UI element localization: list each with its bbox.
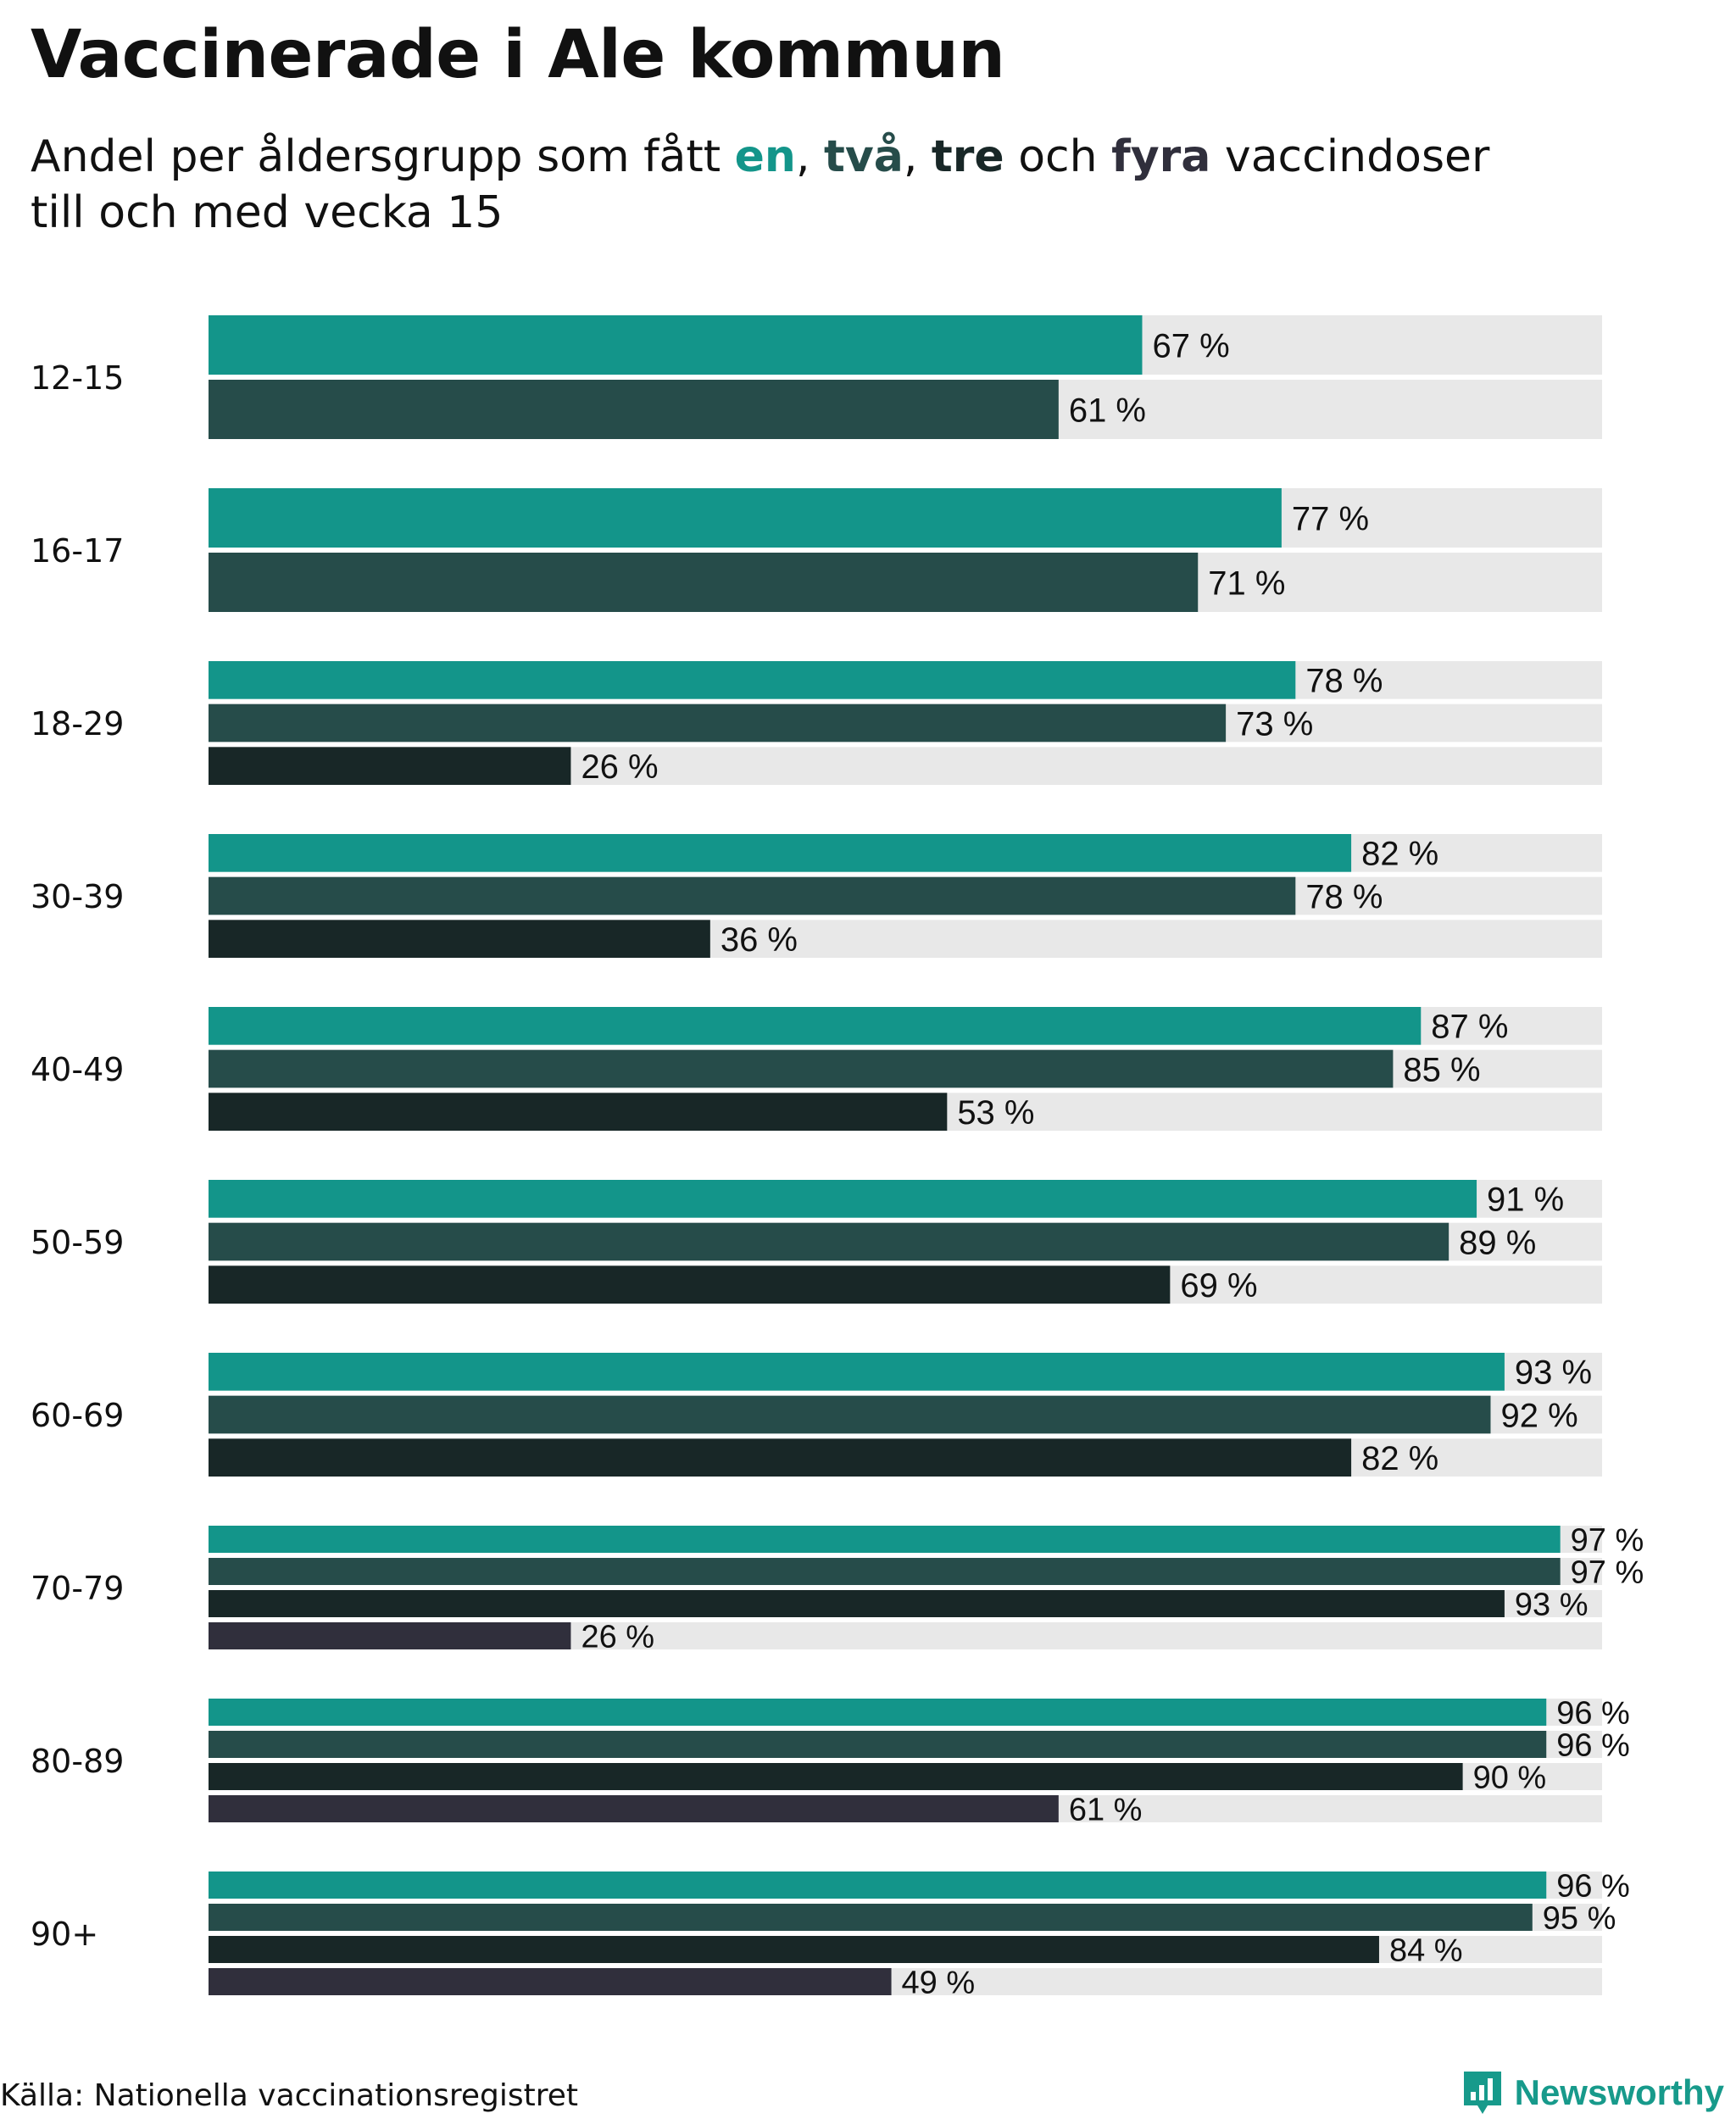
bar bbox=[209, 1180, 1477, 1218]
chart-title: Vaccinerade i Ale kommun bbox=[31, 17, 1005, 93]
data-label: 26 % bbox=[581, 1620, 654, 1655]
bar bbox=[209, 1558, 1561, 1585]
bar bbox=[209, 1265, 1171, 1304]
bar bbox=[209, 315, 1143, 375]
data-label: 69 % bbox=[1180, 1267, 1257, 1304]
newsworthy-logo-icon bbox=[1463, 2072, 1501, 2114]
subtitle-dose-four: fyra bbox=[1111, 131, 1211, 182]
subtitle-suffix: vaccindoser bbox=[1210, 131, 1490, 182]
data-label: 92 % bbox=[1500, 1397, 1577, 1434]
bar bbox=[209, 1353, 1505, 1391]
bar bbox=[209, 1904, 1533, 1931]
bar bbox=[209, 1007, 1422, 1045]
age-group-label: 12-15 bbox=[31, 359, 124, 397]
bar bbox=[209, 1795, 1059, 1822]
subtitle-dose-three: tre bbox=[931, 131, 1004, 182]
bar bbox=[209, 704, 1227, 742]
data-label: 82 % bbox=[1361, 1440, 1438, 1477]
bar bbox=[209, 1699, 1547, 1726]
subtitle-dose-one: en bbox=[734, 131, 796, 182]
data-label: 96 % bbox=[1556, 1696, 1630, 1732]
data-label: 85 % bbox=[1403, 1051, 1480, 1088]
bar bbox=[209, 1438, 1352, 1477]
bar bbox=[209, 1936, 1379, 1963]
age-group-label: 80-89 bbox=[31, 1743, 124, 1780]
data-label: 73 % bbox=[1236, 705, 1313, 742]
subtitle-line2: till och med vecka 15 bbox=[31, 187, 504, 238]
data-label: 96 % bbox=[1556, 1728, 1630, 1764]
data-label: 97 % bbox=[1571, 1555, 1644, 1591]
bar bbox=[209, 380, 1059, 439]
age-group-label: 90+ bbox=[31, 1916, 98, 1953]
subtitle-sep: , bbox=[903, 131, 932, 182]
bar bbox=[209, 1395, 1491, 1434]
data-label: 91 % bbox=[1487, 1182, 1564, 1219]
bar bbox=[209, 661, 1296, 699]
bar bbox=[209, 1526, 1561, 1553]
subtitle-dose-two: två bbox=[824, 131, 904, 182]
bar bbox=[209, 1093, 948, 1131]
bar bbox=[209, 876, 1296, 915]
age-group-label: 30-39 bbox=[31, 878, 124, 915]
bar bbox=[209, 834, 1352, 872]
age-group-label: 60-69 bbox=[31, 1397, 124, 1434]
bar bbox=[209, 488, 1282, 548]
bar bbox=[209, 1872, 1547, 1899]
data-label: 53 % bbox=[957, 1094, 1034, 1132]
data-label: 96 % bbox=[1556, 1869, 1630, 1905]
data-label: 67 % bbox=[1152, 327, 1229, 364]
data-label: 77 % bbox=[1292, 500, 1369, 537]
data-label: 95 % bbox=[1543, 1901, 1616, 1937]
bar bbox=[209, 1222, 1449, 1261]
data-label: 78 % bbox=[1305, 878, 1383, 915]
data-label: 93 % bbox=[1515, 1588, 1589, 1623]
bar bbox=[209, 1968, 892, 1995]
data-label: 97 % bbox=[1571, 1523, 1644, 1559]
age-group-label: 18-29 bbox=[31, 705, 124, 742]
bar bbox=[209, 920, 710, 958]
data-label: 90 % bbox=[1473, 1760, 1547, 1796]
source-note: Källa: Nationella vaccinationsregistret bbox=[0, 2078, 578, 2113]
bar bbox=[209, 747, 571, 785]
data-label: 84 % bbox=[1389, 1933, 1463, 1969]
data-label: 93 % bbox=[1515, 1354, 1592, 1392]
data-label: 61 % bbox=[1069, 392, 1146, 429]
data-label: 26 % bbox=[581, 748, 658, 786]
age-group-label: 70-79 bbox=[31, 1570, 124, 1607]
data-label: 82 % bbox=[1361, 836, 1438, 873]
bar bbox=[209, 1622, 571, 1649]
age-group-label: 16-17 bbox=[31, 532, 124, 570]
data-label: 36 % bbox=[721, 921, 798, 959]
subtitle-sep: , bbox=[795, 131, 825, 182]
age-group-label: 40-49 bbox=[31, 1051, 124, 1088]
data-label: 87 % bbox=[1431, 1009, 1508, 1046]
data-label: 78 % bbox=[1305, 663, 1383, 700]
data-label: 49 % bbox=[902, 1966, 976, 2001]
chart-subtitle: Andel per åldersgrupp som fått en, två, … bbox=[31, 129, 1641, 241]
bar bbox=[209, 1590, 1505, 1617]
bar bbox=[209, 1731, 1547, 1758]
brand: Newsworthy bbox=[1461, 2068, 1724, 2117]
bar bbox=[209, 553, 1199, 612]
subtitle-prefix: Andel per åldersgrupp som fått bbox=[31, 131, 735, 182]
bar bbox=[209, 1763, 1463, 1790]
data-label: 89 % bbox=[1459, 1224, 1536, 1261]
age-group-label: 50-59 bbox=[31, 1224, 124, 1261]
data-label: 61 % bbox=[1069, 1793, 1143, 1828]
data-label: 71 % bbox=[1208, 565, 1285, 602]
bar bbox=[209, 1049, 1394, 1088]
subtitle-sep: och bbox=[1004, 131, 1112, 182]
brand-name: Newsworthy bbox=[1514, 2072, 1724, 2112]
